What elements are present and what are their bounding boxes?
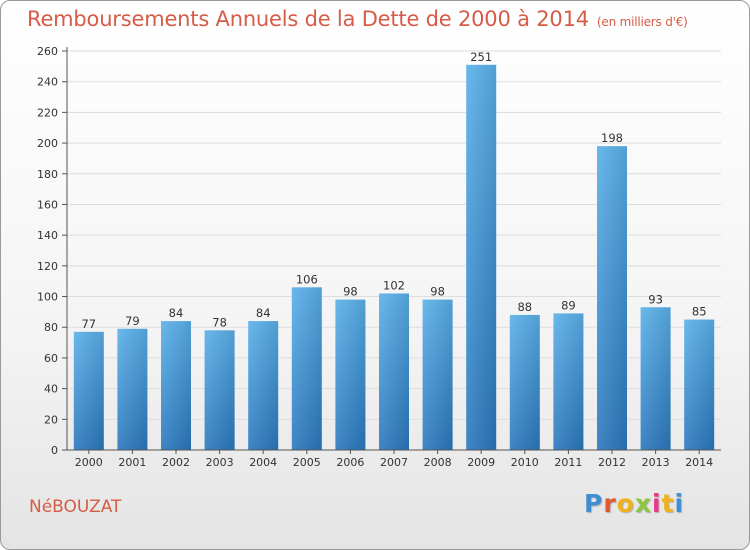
x-tick-label: 2013: [642, 456, 670, 469]
x-tick-label: 2009: [467, 456, 495, 469]
data-label: 79: [125, 314, 140, 328]
data-label: 251: [470, 50, 492, 64]
y-tick-label: 40: [44, 383, 58, 396]
y-tick-label: 20: [44, 413, 58, 426]
bar-shade-2011: [553, 313, 584, 450]
x-tick-label: 2000: [75, 456, 103, 469]
bar-shade-2002: [161, 321, 191, 450]
data-label: 88: [517, 300, 532, 314]
chart-subtitle: (en milliers d'€): [596, 15, 688, 29]
x-tick-label: 2001: [118, 456, 146, 469]
y-tick-label: 60: [44, 352, 58, 365]
x-tick-label: 2006: [336, 456, 364, 469]
x-tick-label: 2014: [685, 456, 713, 469]
x-tick-label: 2008: [424, 456, 452, 469]
y-tick-label: 240: [37, 76, 58, 89]
data-label: 102: [383, 278, 405, 292]
data-label: 78: [212, 315, 227, 329]
data-label: 85: [692, 305, 707, 319]
x-tick-label: 2002: [162, 456, 190, 469]
commune-name: NéBOUZAT: [29, 497, 122, 517]
bar-shade-2001: [117, 328, 148, 450]
bar-shade-2012: [597, 146, 627, 450]
y-tick-label: 120: [37, 260, 58, 273]
data-label: 198: [601, 131, 623, 145]
bar-shade-2003: [204, 330, 235, 450]
y-tick-label: 80: [44, 321, 58, 334]
x-tick-label: 2012: [598, 456, 626, 469]
x-tick-label: 2003: [206, 456, 234, 469]
y-tick-label: 160: [37, 198, 58, 211]
y-tick-label: 0: [51, 444, 58, 457]
x-tick-label: 2010: [511, 456, 539, 469]
x-tick-label: 2004: [249, 456, 277, 469]
proxiti-logo: Proxiti: [584, 489, 685, 518]
data-label: 98: [343, 285, 358, 299]
bar-shade-2010: [509, 314, 540, 450]
y-tick-label: 100: [37, 291, 58, 304]
bar-shade-2008: [422, 299, 453, 450]
bar-shade-2009: [466, 64, 497, 451]
chart-title-text: Remboursements Annuels de la Dette de 20…: [27, 7, 589, 31]
data-label: 98: [430, 285, 445, 299]
bar-shade-2000: [73, 331, 104, 450]
data-label: 84: [169, 306, 184, 320]
data-label: 106: [296, 272, 318, 286]
bar-shade-2014: [684, 319, 715, 450]
data-label: 77: [81, 317, 96, 331]
bar-shade-2006: [335, 299, 366, 450]
y-tick-label: 140: [37, 229, 58, 242]
y-tick-label: 180: [37, 168, 58, 181]
bar-shade-2013: [640, 307, 671, 450]
data-label: 89: [561, 298, 576, 312]
x-tick-label: 2005: [293, 456, 321, 469]
y-tick-label: 260: [37, 45, 58, 58]
bar-shade-2007: [379, 293, 409, 450]
y-tick-label: 220: [37, 106, 58, 119]
bar-shade-2004: [248, 321, 279, 450]
chart-title: Remboursements Annuels de la Dette de 20…: [27, 7, 688, 31]
data-label: 93: [648, 292, 663, 306]
y-tick-label: 200: [37, 137, 58, 150]
x-tick-label: 2007: [380, 456, 408, 469]
data-label: 84: [256, 306, 271, 320]
x-tick-label: 2011: [554, 456, 582, 469]
bar-shade-2005: [291, 287, 322, 450]
